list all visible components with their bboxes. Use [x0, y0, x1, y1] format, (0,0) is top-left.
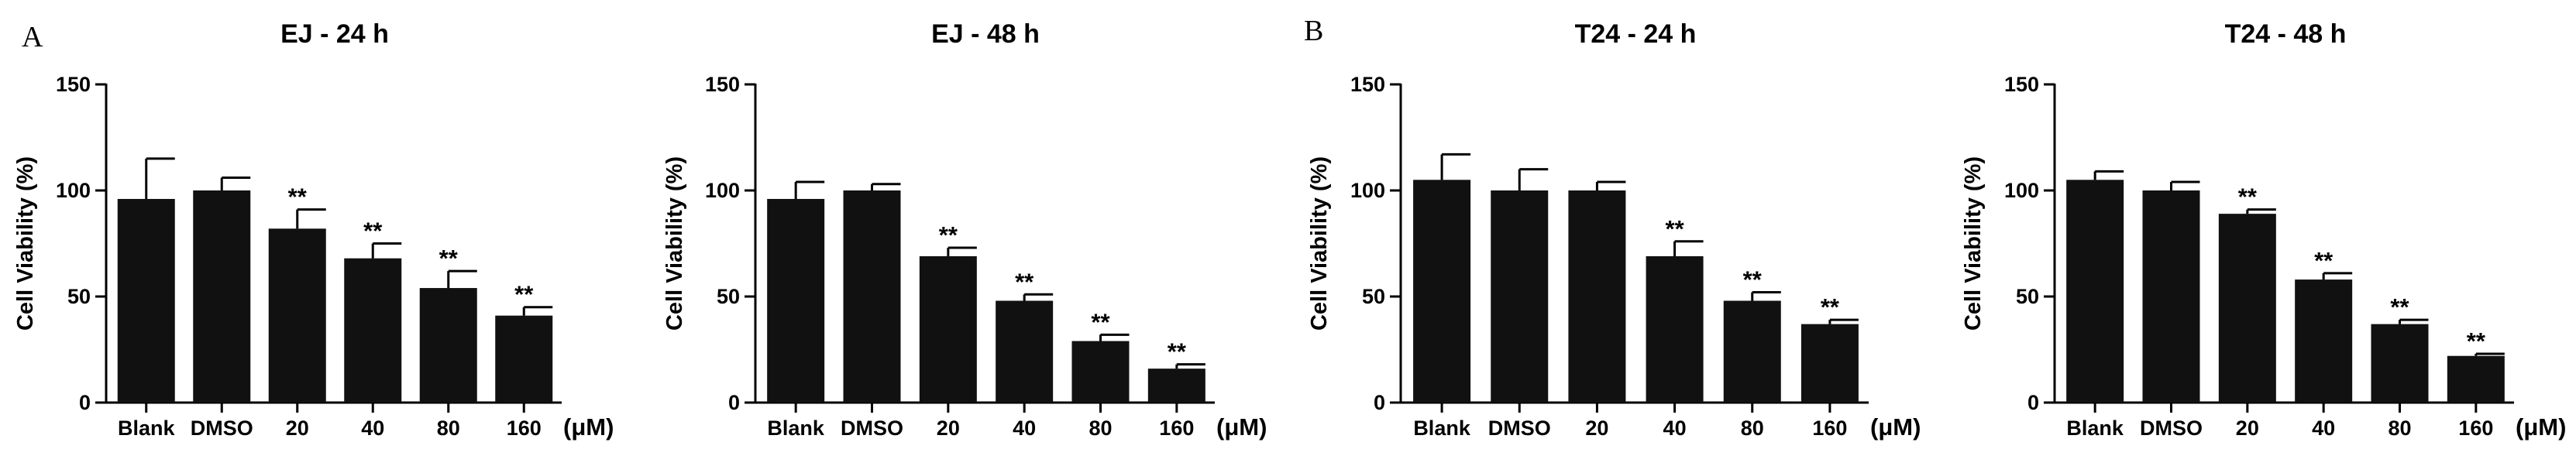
bar — [1147, 369, 1205, 403]
y-tick-label: 150 — [1350, 73, 1385, 96]
significance-marker: ** — [2238, 183, 2258, 211]
x-tick-label: 80 — [437, 417, 460, 440]
bar — [843, 190, 901, 403]
bar — [1723, 300, 1781, 403]
chart-title: EJ - 24 h — [280, 19, 389, 49]
x-tick-label: 160 — [2458, 417, 2493, 440]
significance-marker: ** — [939, 221, 958, 249]
bar — [1413, 180, 1471, 403]
chart-title: T24 - 48 h — [2225, 19, 2347, 49]
x-unit-label: (μM) — [1870, 413, 1921, 441]
y-tick-label: 50 — [1362, 285, 1385, 308]
bar — [1568, 190, 1626, 403]
y-tick-label: 50 — [67, 285, 91, 308]
chart-title: T24 - 24 h — [1575, 19, 1697, 49]
x-tick-label: 160 — [1159, 417, 1194, 440]
significance-marker: ** — [2467, 327, 2486, 355]
y-axis-label: Cell Viability (%) — [662, 156, 687, 331]
y-tick-label: 100 — [2004, 179, 2039, 202]
x-tick-label: 20 — [1585, 417, 1608, 440]
bar — [344, 258, 402, 403]
x-unit-label: (μM) — [1216, 413, 1267, 441]
x-tick-label: 80 — [1089, 417, 1112, 440]
x-tick-label: DMSO — [191, 417, 253, 440]
significance-marker: ** — [288, 183, 308, 211]
x-tick-label: 160 — [1812, 417, 1847, 440]
y-tick-label: 0 — [2027, 391, 2039, 414]
x-tick-label: 40 — [2312, 417, 2335, 440]
x-tick-label: 40 — [361, 417, 384, 440]
bar — [2447, 355, 2505, 403]
x-tick-label: 20 — [2236, 417, 2259, 440]
significance-marker: ** — [1666, 215, 1685, 242]
panel-label-a: A — [22, 21, 43, 53]
x-tick-label: 80 — [2388, 417, 2411, 440]
bar — [1071, 341, 1130, 403]
x-tick-label: DMSO — [2140, 417, 2203, 440]
bar — [193, 190, 251, 403]
x-tick-label: Blank — [767, 417, 825, 440]
y-tick-label: 50 — [717, 285, 740, 308]
bar — [268, 228, 326, 403]
significance-marker: ** — [2390, 293, 2409, 321]
significance-marker: ** — [1743, 266, 1763, 293]
significance-marker: ** — [439, 245, 459, 272]
y-tick-label: 0 — [728, 391, 740, 414]
chart-panel: EJ - 24 h Cell Viability (%) 0 50 100 150 Blan… — [13, 19, 614, 441]
chart-panel: EJ - 48 h Cell Viability (%) 0 50 100 150 Blan… — [662, 19, 1267, 441]
y-axis-label: Cell Viability (%) — [1961, 156, 1986, 331]
y-tick-label: 150 — [2004, 73, 2039, 96]
bar — [2142, 190, 2200, 403]
y-tick-label: 100 — [705, 179, 740, 202]
significance-marker: ** — [1821, 293, 1840, 321]
x-tick-label: Blank — [2066, 417, 2124, 440]
bar — [2295, 279, 2353, 403]
x-tick-label: Blank — [1413, 417, 1471, 440]
x-tick-label: 40 — [1663, 417, 1687, 440]
significance-marker: ** — [363, 218, 383, 245]
x-tick-label: 160 — [507, 417, 542, 440]
chart-title: EJ - 48 h — [931, 19, 1040, 49]
bar — [1646, 255, 1704, 403]
chart-panel: T24 - 24 h Cell Viability (%) 0 50 100 150 Bla… — [1307, 19, 1921, 441]
x-tick-label: 80 — [1741, 417, 1764, 440]
x-tick-label: DMSO — [841, 417, 903, 440]
y-axis-label: Cell Viability (%) — [1307, 156, 1332, 331]
y-tick-label: 100 — [56, 179, 91, 202]
bar — [767, 198, 825, 403]
y-tick-label: 150 — [705, 73, 740, 96]
x-tick-label: DMSO — [1488, 417, 1551, 440]
y-tick-label: 100 — [1350, 179, 1385, 202]
bar — [996, 300, 1054, 403]
panel-label-b: B — [1304, 15, 1323, 47]
bar — [2066, 180, 2124, 403]
charts-container: EJ - 24 h Cell Viability (%) 0 50 100 150 Blan… — [13, 19, 2566, 441]
bar — [1491, 190, 1549, 403]
x-tick-label: Blank — [118, 417, 176, 440]
y-tick-label: 0 — [79, 391, 91, 414]
x-unit-label: (μM) — [563, 413, 614, 441]
bar — [2218, 214, 2276, 403]
y-tick-label: 0 — [1374, 391, 1385, 414]
bar — [419, 288, 477, 403]
y-axis-label: Cell Viability (%) — [13, 156, 38, 331]
significance-marker: ** — [1015, 268, 1034, 295]
bar — [919, 255, 977, 403]
significance-marker: ** — [1168, 338, 1187, 365]
x-tick-label: 20 — [286, 417, 309, 440]
bar — [495, 315, 553, 403]
chart-panel: T24 - 48 h Cell Viability (%) 0 50 100 150 Bla… — [1961, 19, 2566, 441]
significance-marker: ** — [1091, 308, 1110, 335]
bar — [117, 198, 175, 403]
x-unit-label: (μM) — [2516, 413, 2566, 441]
significance-marker: ** — [514, 281, 534, 308]
bar — [2371, 324, 2429, 403]
x-tick-label: 20 — [937, 417, 960, 440]
x-tick-label: 40 — [1013, 417, 1036, 440]
significance-marker: ** — [2314, 247, 2334, 274]
bar — [1800, 324, 1859, 403]
y-tick-label: 150 — [56, 73, 91, 96]
y-tick-label: 50 — [2016, 285, 2039, 308]
